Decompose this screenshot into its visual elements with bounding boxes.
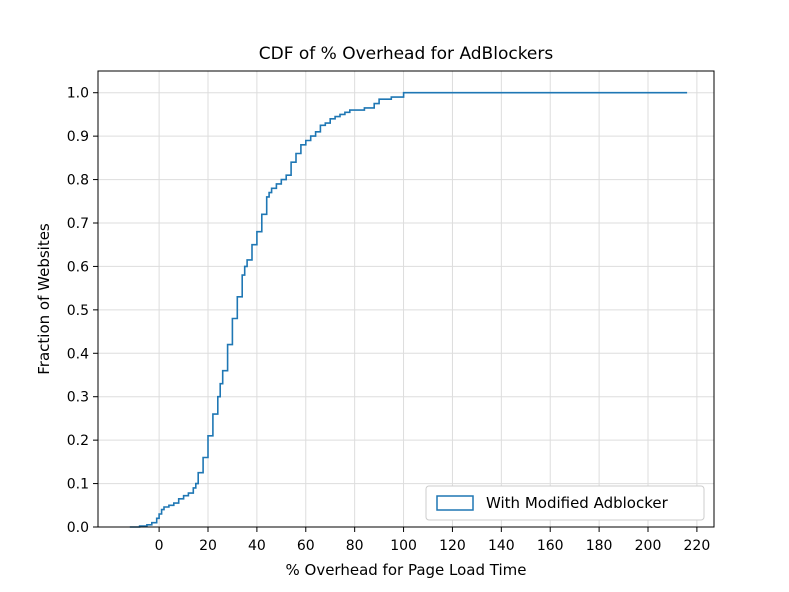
legend-swatch (436, 495, 474, 511)
x-tick-label: 180 (586, 538, 613, 554)
x-tick-label: 80 (346, 538, 364, 554)
y-tick-label: 0.4 (67, 346, 89, 362)
y-tick-label: 0.5 (67, 303, 89, 319)
y-tick-label: 0.9 (67, 129, 89, 145)
x-tick-label: 140 (488, 538, 515, 554)
y-axis-label: Fraction of Websites (35, 223, 53, 375)
x-tick-label: 120 (439, 538, 466, 554)
series-layer (129, 91, 688, 528)
y-tick-label: 0.7 (67, 216, 89, 232)
x-tick-label: 0 (155, 538, 164, 554)
y-tick-label: 0.1 (67, 477, 89, 493)
plot-frame (97, 70, 715, 528)
y-tick-label: 0.3 (67, 390, 89, 406)
series-line (129, 91, 688, 528)
y-tick-label: 0.6 (67, 259, 89, 275)
x-axis-ticks: 0 20 40 60 80 100 120 140 160 180 200 220 (155, 527, 711, 554)
x-tick-label: 220 (684, 538, 711, 554)
x-axis-label: % Overhead for Page Load Time (286, 561, 527, 579)
y-tick-label: 0.2 (67, 433, 89, 449)
x-tick-label: 160 (537, 538, 564, 554)
x-tick-label: 200 (635, 538, 662, 554)
y-tick-label: 1.0 (67, 86, 89, 102)
y-tick-label: 0.8 (67, 173, 89, 189)
grid-layer (98, 71, 714, 528)
legend: With Modified Adblocker (425, 485, 705, 521)
x-tick-label: 100 (390, 538, 417, 554)
x-tick-label: 60 (297, 538, 315, 554)
legend-label: With Modified Adblocker (486, 494, 669, 512)
x-tick-label: 40 (248, 538, 266, 554)
x-tick-label: 20 (199, 538, 217, 554)
legend-box (425, 485, 705, 521)
y-tick-label: 0.0 (67, 520, 89, 536)
y-axis-ticks: 0.0 0.1 0.2 0.3 0.4 0.5 0.6 0.7 0.8 0.9 1.0 (67, 86, 98, 536)
chart-title: CDF of % Overhead for AdBlockers (259, 44, 554, 64)
